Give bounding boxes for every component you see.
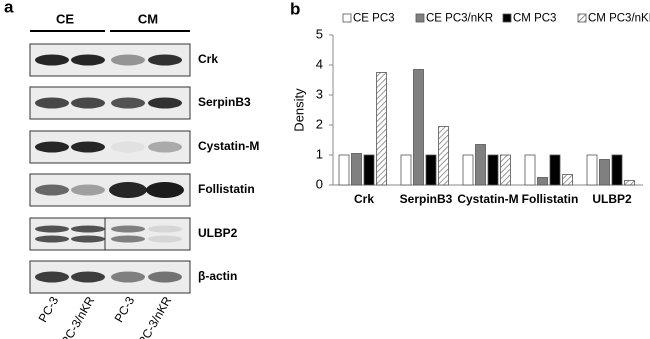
bar [351, 153, 362, 186]
bar [487, 154, 499, 186]
bar [537, 177, 548, 186]
row-label: SerpinB3 [198, 95, 251, 109]
bar [376, 72, 387, 186]
blot-band [111, 141, 145, 153]
lane-label: PC-3/nKR [135, 294, 174, 339]
blot-band [148, 141, 182, 153]
blot-band [148, 97, 182, 109]
blot-band [35, 271, 69, 283]
legend-swatch [342, 13, 352, 23]
blot-band [111, 97, 145, 109]
blot-band [35, 235, 69, 243]
legend-label: CM PC3 [513, 13, 556, 25]
x-tick-label: ULBP2 [592, 192, 632, 206]
group-label: CE [56, 11, 74, 26]
legend-swatch [415, 13, 425, 23]
blot-band [111, 235, 145, 243]
bar [599, 159, 610, 186]
blot-band [111, 271, 145, 283]
blot-band [148, 54, 182, 66]
blot-band [71, 235, 105, 243]
blot-band [35, 184, 69, 196]
panel-label: b [290, 0, 300, 18]
bar [425, 154, 437, 186]
bar [363, 154, 375, 186]
blot-band [111, 54, 145, 66]
blot-band [148, 225, 182, 233]
x-tick-label: Crk [354, 192, 374, 206]
blot-band [71, 271, 105, 283]
blot-band [35, 225, 69, 233]
lane-label: PC-3 [36, 294, 62, 325]
bar [624, 180, 635, 186]
bar [586, 154, 598, 186]
row-label: Cystatin-M [198, 139, 259, 153]
row-label: Crk [198, 52, 218, 66]
y-tick-label: 2 [316, 116, 323, 131]
legend-label: CM PC3/nKR [588, 13, 650, 25]
blot-band [35, 54, 69, 66]
blot-band [71, 141, 105, 153]
x-tick-label: Cystatin-M [457, 192, 518, 206]
y-tick-label: 1 [316, 146, 323, 161]
x-tick-label: SerpinB3 [400, 192, 453, 206]
bar [500, 154, 511, 186]
row-label: Follistatin [198, 182, 255, 196]
x-tick-label: Follistatin [522, 192, 579, 206]
blot-band [71, 54, 105, 66]
blot-band [109, 182, 147, 198]
row-label: ULBP2 [198, 226, 238, 240]
lane-label: PC-3/nKR [58, 294, 97, 339]
row-label: β-actin [198, 269, 237, 283]
blot-band [35, 141, 69, 153]
blot-band [71, 225, 105, 233]
bar [524, 154, 536, 186]
blot-band [148, 235, 182, 243]
bar [549, 154, 561, 186]
legend-label: CE PC3/nKR [426, 13, 493, 25]
blot-band [111, 225, 145, 233]
blot-band [35, 97, 69, 109]
legend-swatch [577, 13, 587, 23]
bar [413, 69, 424, 186]
blot-band [71, 184, 105, 196]
bar [438, 126, 449, 186]
blot-band [71, 97, 105, 109]
bar [611, 154, 623, 186]
y-tick-label: 0 [316, 176, 323, 191]
blot-band [146, 182, 184, 198]
y-tick-label: 5 [316, 26, 323, 41]
y-tick-label: 3 [316, 86, 323, 101]
bar [462, 154, 474, 186]
y-tick-label: 4 [316, 56, 323, 71]
y-axis-label: Density [291, 88, 306, 132]
bar [338, 154, 350, 186]
bar [562, 174, 573, 186]
bar [400, 154, 412, 186]
group-label: CM [138, 11, 158, 26]
blot-band [148, 271, 182, 283]
legend-swatch [502, 13, 512, 23]
lane-label: PC-3 [112, 294, 138, 325]
legend-label: CE PC3 [353, 13, 395, 25]
bar [475, 144, 486, 186]
panel-label: a [4, 0, 14, 16]
blot-box [29, 217, 191, 251]
